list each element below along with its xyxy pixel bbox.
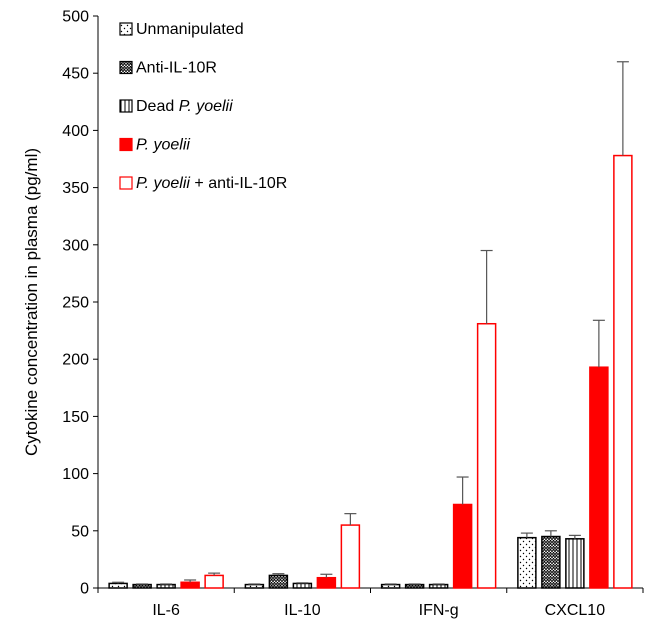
bar (380, 583, 401, 589)
legend-label: Anti-IL-10R (136, 60, 217, 77)
legend-item: P. yoelii (119, 137, 190, 154)
y-axis-label: Cytokine concentration in plasma (pg/ml) (22, 148, 41, 456)
bar (589, 366, 609, 589)
legend-item: Dead P. yoelii (119, 98, 233, 115)
y-tick-label: 400 (62, 123, 89, 140)
bar (452, 503, 473, 589)
legend-label: Dead P. yoelii (136, 98, 233, 115)
y-tick-label: 300 (62, 237, 89, 254)
bar (268, 574, 289, 589)
bar (180, 581, 200, 589)
legend-swatch (119, 137, 133, 152)
legend: Unmanipulated Anti-IL-10R Dead P. yoelii P.… (119, 21, 287, 192)
bar (132, 583, 152, 589)
bar (517, 536, 537, 589)
legend-label: Unmanipulated (136, 21, 244, 38)
x-tick-label: CXCL10 (545, 602, 606, 619)
y-tick-label: 250 (62, 295, 89, 312)
bar (204, 574, 224, 589)
bar (316, 576, 337, 589)
y-tick-label: 350 (62, 180, 89, 197)
bar (476, 322, 497, 589)
bar (428, 583, 449, 589)
legend-swatch (119, 176, 133, 190)
x-tick-label: IL-10 (284, 602, 321, 619)
legend-item: Anti-IL-10R (119, 60, 217, 77)
bar (156, 583, 176, 589)
legend-swatch (119, 22, 133, 36)
x-tick-label: IFN-g (419, 602, 459, 619)
y-tick-label: 200 (62, 352, 89, 369)
bar (404, 583, 425, 589)
bar (244, 583, 265, 589)
bar (541, 535, 561, 589)
bar (613, 154, 633, 589)
y-tick-label: 450 (62, 66, 89, 83)
legend-label: P. yoelii (136, 137, 190, 154)
bar (108, 582, 128, 589)
bar (340, 524, 361, 589)
legend-swatch (119, 60, 133, 75)
y-axis: 0 50 100 150 200 250 300 350 400 450 500 (62, 9, 99, 598)
legend-label: P. yoelii + anti-IL-10R (136, 175, 287, 192)
y-tick-label: 500 (62, 9, 89, 26)
legend-item: Unmanipulated (119, 21, 244, 38)
bars (108, 61, 633, 589)
bar (565, 538, 585, 589)
legend-swatch (119, 99, 133, 113)
y-tick-label: 0 (80, 581, 89, 598)
legend-item: P. yoelii + anti-IL-10R (119, 175, 287, 192)
x-axis: IL-6 IL-10 IFN-g CXCL10 (97, 587, 644, 619)
y-tick-label: 100 (62, 466, 89, 483)
x-tick-label: IL-6 (152, 602, 180, 619)
y-tick-label: 150 (62, 409, 89, 426)
y-tick-label: 50 (71, 523, 89, 540)
bar (292, 582, 313, 589)
